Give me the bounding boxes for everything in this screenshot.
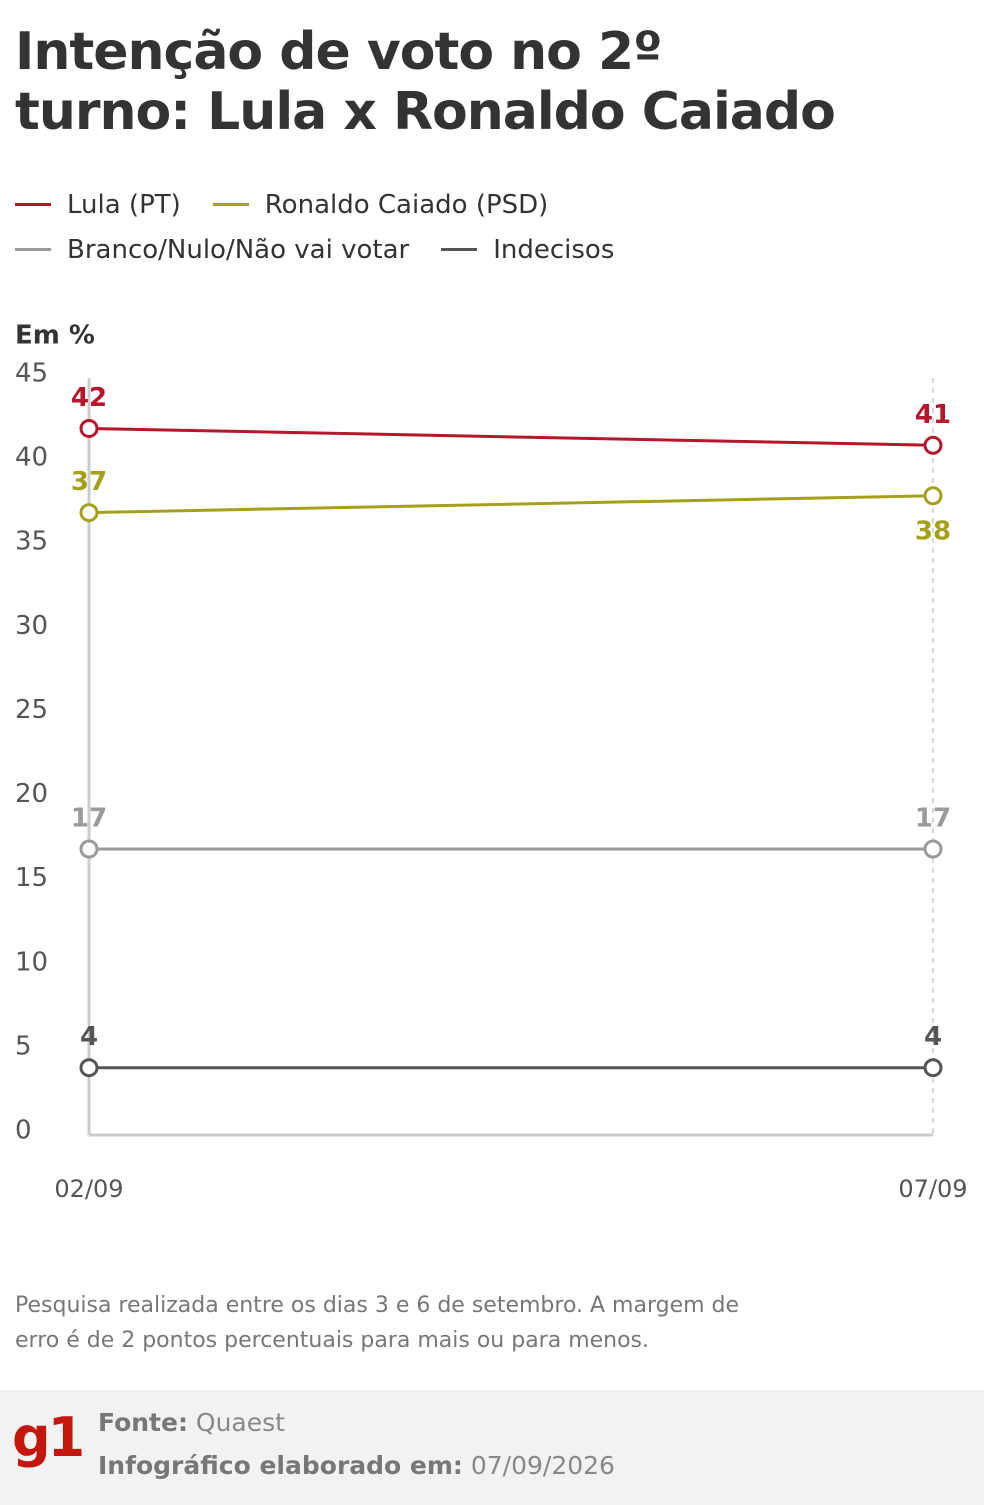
logo: g1 (12, 1406, 85, 1469)
legend-item: Ronaldo Caiado (PSD) (212, 182, 549, 227)
point (923, 435, 943, 455)
legend-swatch (15, 248, 51, 251)
data-label: 4 (80, 1022, 98, 1052)
legend-item: Branco/Nulo/Não vai votar (15, 227, 409, 272)
point (79, 418, 99, 438)
data-label: 41 (915, 400, 951, 430)
series-line (88, 426, 934, 447)
point (923, 1058, 943, 1078)
x-tick-label: 02/09 (54, 1175, 123, 1203)
y-tick-label: 45 (15, 359, 48, 389)
legend-label: Lula (PT) (67, 189, 181, 220)
legend: Lula (PT) Ronaldo Caiado (PSD) Branco/Nulo… (15, 182, 675, 272)
series-line (88, 494, 934, 515)
data-label: 42 (71, 383, 107, 413)
y-tick-label: 0 (15, 1116, 32, 1146)
legend-swatch (441, 248, 478, 251)
data-label: 38 (915, 516, 951, 546)
date-line: Infográfico elaborado em: 07/09/2026 (98, 1451, 615, 1480)
data-label: 4 (924, 1022, 942, 1052)
legend-label: Branco/Nulo/Não vai votar (67, 234, 410, 265)
y-axis-label: Em % (15, 321, 95, 351)
point (79, 503, 99, 523)
footer: g1 Fonte: Quaest Infográfico elaborado e… (0, 1390, 984, 1505)
legend-swatch (212, 203, 249, 206)
y-tick-label: 30 (15, 611, 48, 641)
y-tick-label: 40 (15, 443, 48, 473)
point (923, 486, 943, 506)
date-label: Infográfico elaborado em: (98, 1451, 463, 1480)
title: Intenção de voto no 2º turno: Lula x Ron… (15, 22, 836, 142)
legend-item: Lula (PT) (15, 182, 181, 227)
data-label: 37 (71, 467, 107, 497)
y-tick-label: 20 (15, 779, 48, 809)
source-line: Fonte: Quaest (98, 1408, 285, 1437)
x-tick-label: 07/09 (898, 1175, 967, 1203)
date: 07/09/2026 (470, 1451, 615, 1480)
y-tick-label: 15 (15, 863, 48, 893)
legend-label: Indecisos (493, 234, 615, 265)
legend-swatch (15, 203, 51, 206)
source-label: Fonte: (98, 1408, 188, 1437)
data-label: 17 (71, 804, 107, 834)
source: Quaest (195, 1408, 285, 1437)
point (923, 839, 943, 859)
title-line: Intenção de voto no 2º (15, 22, 663, 82)
y-tick-label: 5 (15, 1031, 32, 1061)
title-line: turno: Lula x Ronaldo Caiado (15, 82, 836, 142)
y-tick-label: 10 (15, 947, 48, 977)
y-tick-label: 25 (15, 695, 48, 725)
chart: Em % 0 5 10 15 20 25 30 35 40 45 02/09 07/09 42 41 37 3… (15, 321, 968, 1204)
legend-item: Indecisos (441, 227, 614, 272)
point (79, 1058, 99, 1078)
data-label: 17 (915, 804, 951, 834)
note: Pesquisa realizada entre os dias 3 e 6 d… (15, 1293, 740, 1353)
legend-label: Ronaldo Caiado (PSD) (264, 189, 549, 220)
point (79, 839, 99, 859)
y-tick-label: 35 (15, 527, 48, 557)
